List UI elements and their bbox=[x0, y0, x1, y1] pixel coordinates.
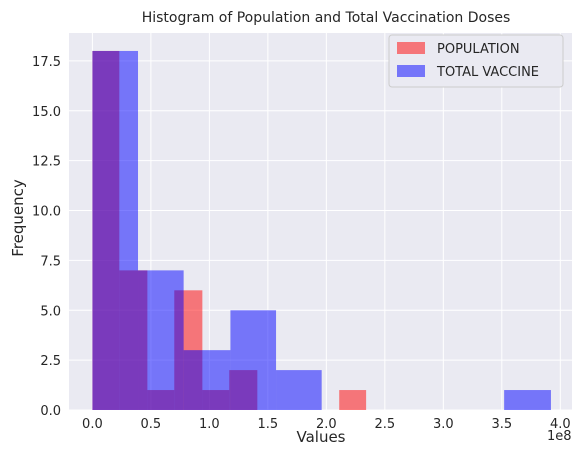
legend-label-total-vaccine: TOTAL VACCINE bbox=[436, 65, 539, 80]
x-tick-label: 2.5 bbox=[374, 417, 395, 432]
x-offset-label: 1e8 bbox=[547, 429, 572, 444]
x-tick-labels: 0.0 0.5 1.0 1.5 2.0 2.5 3.0 3.5 4.0 bbox=[82, 417, 571, 432]
x-tick-label: 0.5 bbox=[141, 417, 162, 432]
chart-title: Histogram of Population and Total Vaccin… bbox=[142, 10, 511, 26]
legend-label-population: POPULATION bbox=[437, 42, 520, 57]
bar-total-vaccine bbox=[92, 50, 139, 410]
legend-swatch-total-vaccine bbox=[397, 65, 425, 77]
y-tick-label: 2.5 bbox=[40, 354, 61, 369]
x-tick-label: 2.0 bbox=[316, 417, 337, 432]
bar-total-vaccine bbox=[183, 350, 231, 410]
bar-total-vaccine bbox=[276, 370, 322, 410]
x-tick-label: 1.0 bbox=[199, 417, 220, 432]
x-tick-label: 4.0 bbox=[550, 417, 571, 432]
y-tick-label: 15.0 bbox=[32, 105, 61, 120]
x-tick-label: 0.0 bbox=[82, 417, 103, 432]
bar-total-vaccine bbox=[138, 270, 184, 410]
y-tick-label: 17.5 bbox=[32, 55, 61, 70]
x-axis-label: Values bbox=[296, 428, 345, 446]
x-tick-label: 3.0 bbox=[433, 417, 454, 432]
y-tick-label: 12.5 bbox=[32, 155, 61, 170]
y-tick-label: 10.0 bbox=[32, 205, 61, 220]
legend-box bbox=[388, 34, 564, 88]
y-tick-label: 0.0 bbox=[40, 404, 61, 419]
y-tick-labels: 0.0 2.5 5.0 7.5 10.0 12.5 15.0 17.5 bbox=[32, 55, 61, 419]
y-axis-label: Frequency bbox=[9, 179, 27, 257]
x-tick-label: 3.5 bbox=[491, 417, 512, 432]
bar-population bbox=[339, 390, 367, 410]
y-tick-label: 7.5 bbox=[40, 254, 61, 269]
y-tick-label: 5.0 bbox=[40, 304, 61, 319]
bars bbox=[92, 50, 551, 410]
legend-swatch-population bbox=[397, 42, 425, 54]
x-tick-label: 1.5 bbox=[258, 417, 279, 432]
bar-total-vaccine bbox=[504, 390, 551, 410]
bar-total-vaccine bbox=[230, 310, 277, 410]
legend: POPULATION TOTAL VACCINE bbox=[388, 34, 564, 88]
